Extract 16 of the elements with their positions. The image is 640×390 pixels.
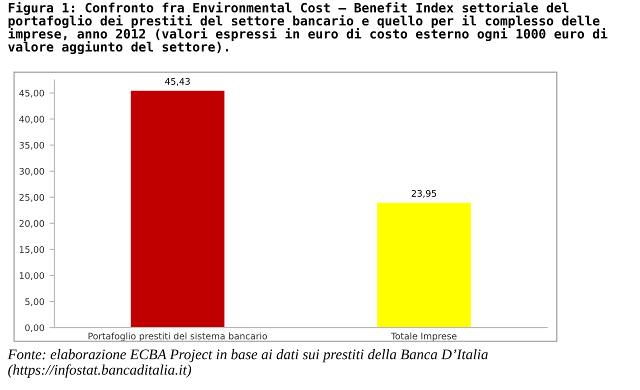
y-tick-label: 40,00 <box>19 116 44 124</box>
y-tick-label: 20,00 <box>19 220 44 228</box>
data-label: 23,95 <box>412 190 436 198</box>
y-tick-label: 45,00 <box>19 90 44 98</box>
data-label: 45,43 <box>165 78 190 86</box>
y-tick-label: 10,00 <box>20 272 44 280</box>
x-tick-label: Totale Imprese <box>390 332 457 342</box>
y-tick-label: 30,00 <box>20 168 44 176</box>
y-tick-label: 15,00 <box>20 246 44 254</box>
x-tick-label: Portafoglio prestiti del sistema bancario <box>88 332 268 342</box>
y-tick-label: 25,00 <box>19 194 44 202</box>
y-tick-label: 35,00 <box>20 142 44 150</box>
source-note: Fonte: elaborazione ECBA Project in base ai dati sui prestiti della Banca D’Italia (https://infostat.bancaditalia.it) <box>8 349 488 378</box>
y-tick-label: 0,00 <box>25 324 44 332</box>
chart-title: Figura 1: Confronto fra Environmental Cost – Benefit Index settoriale del portafoglio dei prestiti del settore bancario e quello per il complesso delle imprese, anno 2012 (valori espressi in euro di costo esterno ogni 1000 euro di valore aggiunto del settore). <box>8 2 608 54</box>
y-tick-label: 5,00 <box>25 298 44 306</box>
